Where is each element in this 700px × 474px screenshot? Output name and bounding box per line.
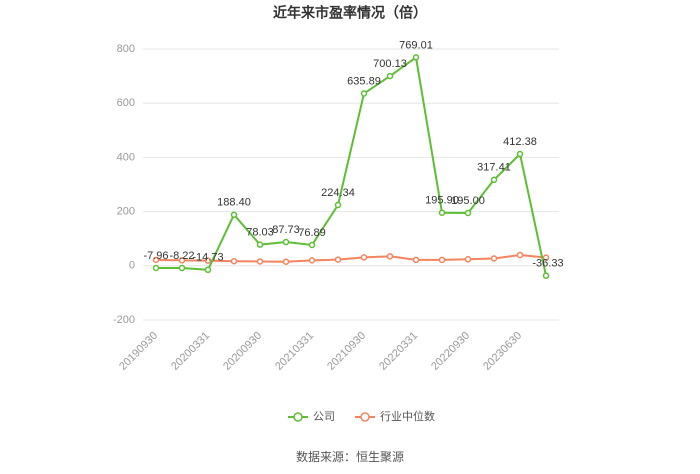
- point: [334, 201, 342, 209]
- data-label: 769.01: [399, 39, 433, 51]
- data-label: 412.38: [503, 136, 537, 148]
- series-line: [155, 253, 547, 263]
- point: [308, 241, 316, 249]
- point: [542, 272, 550, 279]
- y-tick-label: 200: [117, 206, 135, 218]
- data-label: 76.89: [298, 227, 326, 239]
- data-label: -14.73: [192, 252, 223, 264]
- point: [516, 251, 524, 259]
- point: [282, 258, 290, 265]
- legend-marker: [360, 412, 370, 422]
- x-tick-label: 20200930: [221, 330, 264, 373]
- x-tick-label: 20220331: [377, 330, 420, 373]
- data-label: -7.96: [143, 250, 168, 262]
- point: [178, 257, 186, 264]
- y-tick-label: 600: [117, 97, 135, 109]
- point: [438, 209, 446, 216]
- point: [308, 257, 316, 264]
- point: [412, 256, 420, 264]
- point: [360, 90, 368, 97]
- point: [152, 256, 160, 264]
- point: [256, 258, 264, 265]
- chart-title: 近年来市盈率情况（倍）: [273, 5, 427, 21]
- legend-label: 行业中位数: [380, 409, 435, 423]
- y-tick-label: 400: [117, 151, 135, 163]
- series-line: [155, 55, 547, 276]
- point: [334, 256, 342, 263]
- point: [256, 241, 264, 248]
- data-label: -8.22: [169, 250, 194, 262]
- data-label: 317.41: [477, 162, 511, 174]
- point: [204, 266, 212, 274]
- y-tick-label: 800: [117, 43, 135, 55]
- y-tick-label: -200: [113, 314, 135, 326]
- source: 数据来源：恒生聚源: [296, 449, 404, 464]
- point: [282, 238, 290, 246]
- x-tick-label: 20230630: [481, 330, 524, 373]
- point: [412, 54, 420, 61]
- data-label: 195.00: [451, 195, 485, 207]
- point: [230, 257, 238, 265]
- data-label: -36.33: [532, 258, 563, 270]
- point: [386, 253, 394, 260]
- point: [230, 211, 238, 218]
- x-tick-label: 20190930: [117, 330, 160, 373]
- data-label: 635.89: [347, 75, 381, 87]
- point: [152, 264, 160, 272]
- data-label: 87.73: [272, 224, 300, 236]
- data-label: 700.13: [373, 58, 407, 70]
- point: [490, 255, 498, 262]
- point: [516, 150, 524, 158]
- data-label: 195.90: [425, 195, 459, 207]
- point: [542, 254, 550, 261]
- x-tick-label: 20220930: [429, 330, 472, 373]
- point: [438, 256, 446, 264]
- x-tick-label: 20210331: [273, 330, 316, 373]
- point: [204, 257, 212, 264]
- data-label: 188.40: [217, 197, 251, 209]
- point: [490, 176, 498, 184]
- y-tick-label: 0: [129, 260, 135, 272]
- point: [464, 256, 472, 263]
- data-label: 78.03: [246, 227, 274, 239]
- data-label: 224.34: [321, 187, 355, 199]
- point: [464, 209, 472, 217]
- legend-marker: [293, 412, 303, 422]
- point: [360, 254, 368, 261]
- x-tick-label: 20210930: [325, 330, 368, 373]
- legend-label: 公司: [313, 411, 335, 423]
- point: [386, 72, 394, 80]
- point: [178, 264, 186, 272]
- x-tick-label: 20200331: [169, 330, 212, 373]
